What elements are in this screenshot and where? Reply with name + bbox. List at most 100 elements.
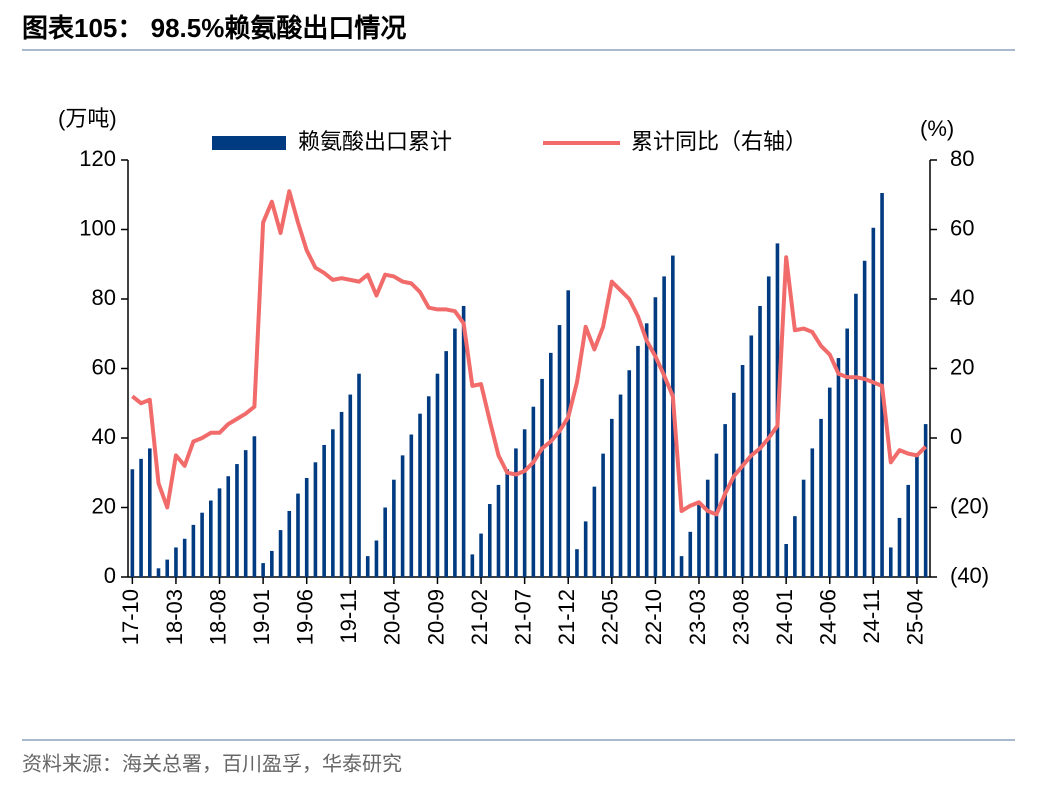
bar bbox=[540, 378, 544, 577]
bar bbox=[374, 540, 379, 577]
source: 资料来源：海关总署，百川盈孚，华泰研究 bbox=[22, 752, 402, 775]
y2-axis-label: (%) bbox=[920, 116, 954, 141]
x-tick-label: 18-08 bbox=[205, 589, 230, 645]
y2-tick-label: 20 bbox=[950, 354, 974, 379]
bar bbox=[226, 476, 231, 577]
x-tick-label: 21-12 bbox=[554, 589, 579, 645]
bar bbox=[139, 458, 143, 577]
bar bbox=[130, 469, 135, 577]
bar bbox=[653, 297, 658, 577]
y2-tick-label: (20) bbox=[950, 493, 989, 518]
x-tick-label: 20-04 bbox=[380, 589, 405, 645]
x-tick-label: 17-10 bbox=[118, 589, 143, 645]
bar bbox=[627, 370, 632, 577]
x-tick-label: 24-06 bbox=[816, 589, 841, 645]
bar bbox=[636, 345, 640, 577]
x-tick-label: 18-03 bbox=[162, 589, 187, 645]
bar bbox=[165, 559, 170, 577]
bar bbox=[827, 387, 832, 577]
bar bbox=[845, 328, 849, 577]
line bbox=[131, 189, 928, 517]
bar bbox=[426, 396, 431, 577]
bar bbox=[766, 276, 771, 577]
bar bbox=[531, 406, 536, 577]
bar bbox=[496, 484, 501, 577]
bar bbox=[601, 453, 605, 577]
bar bbox=[322, 444, 326, 577]
bar bbox=[392, 479, 396, 577]
bar bbox=[453, 328, 457, 577]
bar bbox=[723, 424, 727, 577]
bar bbox=[200, 512, 204, 577]
y-tick-label: 60 bbox=[92, 354, 116, 379]
y-tick-label: 80 bbox=[92, 285, 116, 310]
bar bbox=[435, 373, 440, 577]
bar bbox=[915, 453, 919, 577]
y2-tick-label: 60 bbox=[950, 215, 974, 240]
legend-label: 赖氨酸出口累计 bbox=[298, 129, 452, 154]
legend-swatch bbox=[212, 136, 286, 150]
bar bbox=[331, 429, 335, 577]
bar bbox=[235, 464, 239, 577]
bar bbox=[479, 533, 483, 577]
y2-tick-label: 0 bbox=[950, 424, 962, 449]
x-tick-label: 24-01 bbox=[772, 589, 797, 645]
bar bbox=[583, 521, 588, 577]
bar bbox=[270, 550, 274, 577]
y-tick-label: 120 bbox=[79, 146, 116, 171]
legend-label: 累计同比（右轴） bbox=[631, 129, 807, 154]
bar bbox=[610, 418, 614, 577]
bar bbox=[592, 486, 597, 577]
x-tick-label: 19-11 bbox=[336, 589, 361, 644]
bar bbox=[409, 434, 414, 577]
x-tick-label: 25-04 bbox=[903, 589, 928, 645]
bar bbox=[618, 394, 623, 577]
bar bbox=[897, 517, 902, 577]
bar bbox=[801, 479, 806, 577]
bar bbox=[923, 424, 928, 577]
bar bbox=[357, 373, 361, 577]
bar bbox=[261, 563, 265, 577]
y-tick-label: 40 bbox=[92, 424, 116, 449]
bar bbox=[252, 436, 257, 577]
bar bbox=[418, 413, 422, 577]
chart-title: 图表105： 98.5%赖氨酸出口情况 bbox=[22, 13, 406, 43]
x-tick-label: 21-07 bbox=[510, 589, 535, 645]
x-tick-label: 19-06 bbox=[293, 589, 318, 645]
bar bbox=[888, 547, 893, 577]
bar bbox=[191, 524, 196, 577]
bar bbox=[697, 504, 701, 577]
bar bbox=[548, 352, 553, 577]
bar bbox=[705, 479, 710, 577]
bar bbox=[871, 227, 876, 577]
bar bbox=[522, 429, 527, 577]
y2-tick-label: 80 bbox=[950, 146, 974, 171]
y-tick-label: 100 bbox=[79, 215, 116, 240]
bar bbox=[793, 516, 797, 577]
bar bbox=[557, 325, 562, 577]
bar bbox=[566, 290, 571, 577]
bar bbox=[461, 305, 466, 577]
y-tick-label: 20 bbox=[92, 493, 116, 518]
bar bbox=[313, 462, 318, 577]
bar bbox=[854, 293, 858, 577]
bar bbox=[147, 448, 152, 577]
bar bbox=[487, 504, 492, 577]
y-axis-label: (万吨) bbox=[58, 106, 117, 131]
bar bbox=[287, 510, 292, 577]
bar bbox=[810, 448, 815, 577]
bar bbox=[679, 556, 684, 577]
x-tick-label: 22-05 bbox=[598, 589, 623, 645]
bar bbox=[278, 530, 283, 577]
bar bbox=[784, 543, 788, 577]
x-tick-label: 22-10 bbox=[641, 589, 666, 645]
bar bbox=[217, 488, 222, 577]
bar bbox=[400, 455, 405, 577]
bar bbox=[365, 556, 370, 577]
bar bbox=[304, 477, 309, 577]
bar bbox=[644, 323, 649, 577]
bar bbox=[243, 450, 248, 577]
bar bbox=[862, 260, 867, 577]
